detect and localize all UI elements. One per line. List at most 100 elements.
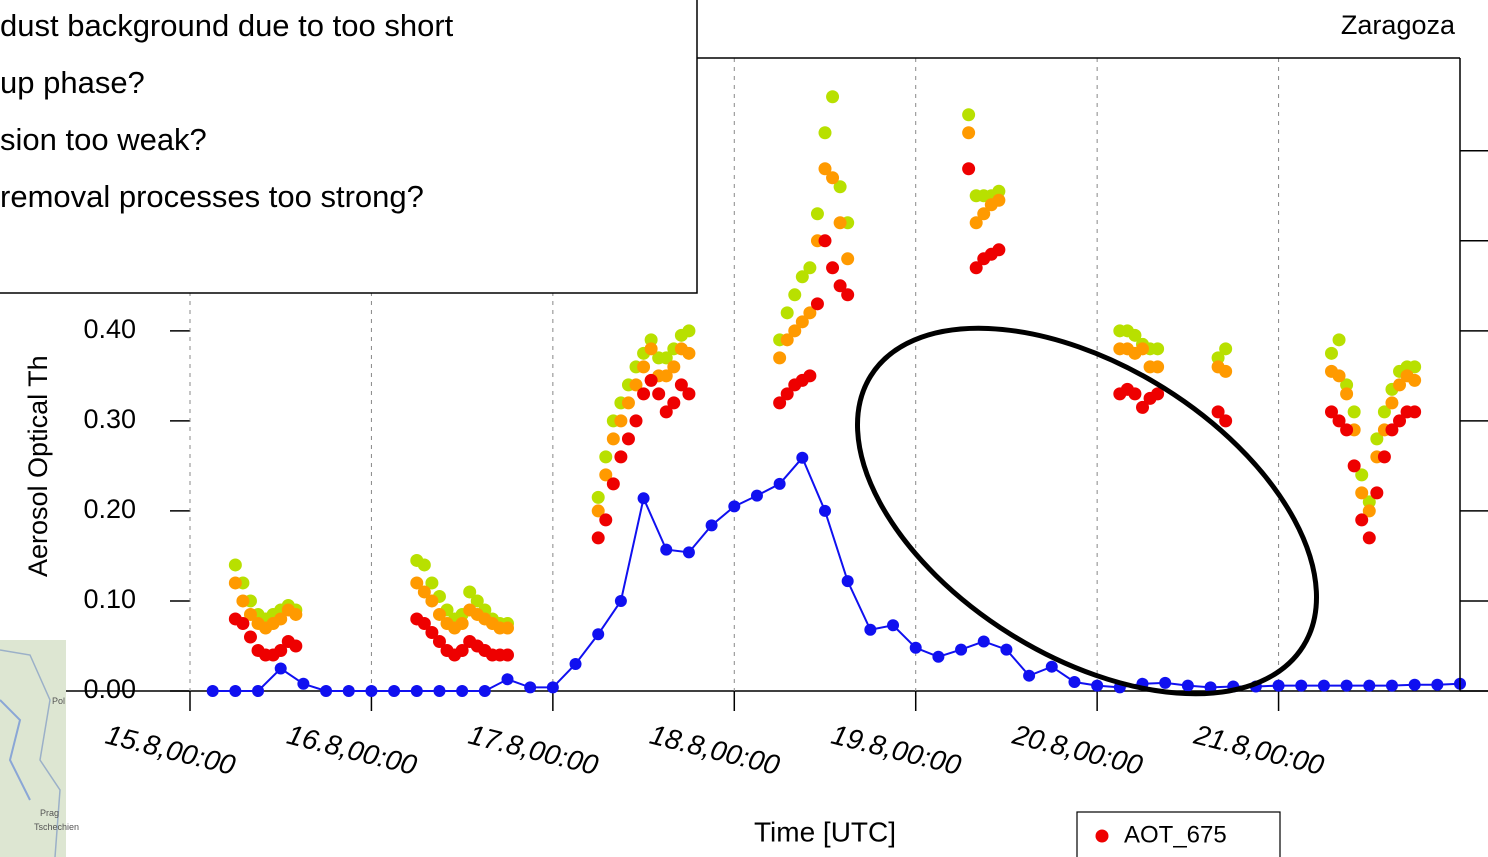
data-point <box>819 234 832 247</box>
data-point <box>1363 531 1376 544</box>
data-point <box>418 558 431 571</box>
y-tick-label: 0.30 <box>83 404 136 434</box>
data-point <box>1159 677 1171 689</box>
data-point <box>1333 333 1346 346</box>
data-point <box>645 374 658 387</box>
data-point <box>1431 679 1443 691</box>
data-point <box>652 387 665 400</box>
data-point <box>479 685 491 697</box>
data-point <box>570 658 582 670</box>
data-point <box>834 216 847 229</box>
data-point <box>1068 676 1080 688</box>
data-point <box>1219 342 1232 355</box>
data-point <box>645 342 658 355</box>
x-tick-label: 15.8,00:00 <box>103 719 239 781</box>
series-line <box>213 458 1460 691</box>
data-point <box>1355 486 1368 499</box>
data-point <box>592 531 605 544</box>
x-axis-label: Time [UTC] <box>754 816 896 847</box>
y-tick-label: 0.00 <box>83 674 136 704</box>
data-point <box>660 544 672 556</box>
data-point <box>1219 365 1232 378</box>
data-point <box>599 450 612 463</box>
data-point <box>638 492 650 504</box>
legend: AOT_675 <box>1077 812 1280 857</box>
data-point <box>1409 679 1421 691</box>
data-point <box>622 432 635 445</box>
data-point <box>501 648 514 661</box>
data-point <box>803 369 816 382</box>
data-point <box>887 619 899 631</box>
data-point <box>1386 680 1398 692</box>
data-point <box>207 685 219 697</box>
data-point <box>706 519 718 531</box>
data-point <box>607 477 620 490</box>
data-point <box>1355 513 1368 526</box>
data-point <box>1385 396 1398 409</box>
data-point <box>1136 342 1149 355</box>
data-point <box>826 261 839 274</box>
data-point <box>774 478 786 490</box>
x-tick-label: 16.8,00:00 <box>284 719 420 781</box>
data-point <box>682 387 695 400</box>
data-point <box>592 628 604 640</box>
data-point <box>343 685 355 697</box>
data-point <box>244 630 257 643</box>
data-point <box>1408 405 1421 418</box>
data-point <box>955 644 967 656</box>
data-point <box>978 635 990 647</box>
data-point <box>229 576 242 589</box>
data-point <box>1023 670 1035 682</box>
callout-text: removal processes too strong? <box>0 179 424 214</box>
data-point <box>682 347 695 360</box>
data-point <box>320 685 332 697</box>
data-point <box>728 500 740 512</box>
data-point <box>788 288 801 301</box>
data-point <box>1340 387 1353 400</box>
data-point <box>1273 680 1285 692</box>
data-point <box>365 685 377 697</box>
data-point <box>456 617 469 630</box>
data-point <box>425 594 438 607</box>
data-point <box>992 194 1005 207</box>
data-point <box>803 261 816 274</box>
data-point <box>773 351 786 364</box>
data-point <box>1341 680 1353 692</box>
data-point <box>781 306 794 319</box>
data-point <box>1340 423 1353 436</box>
data-point <box>1295 680 1307 692</box>
x-tick-label: 20.8,00:00 <box>1009 719 1146 781</box>
data-point <box>411 685 423 697</box>
data-point <box>826 171 839 184</box>
callout-text: dust background due to too short <box>0 8 454 43</box>
data-point <box>456 685 468 697</box>
data-point <box>1219 414 1232 427</box>
data-point <box>615 595 627 607</box>
data-point <box>682 324 695 337</box>
data-point <box>841 288 854 301</box>
data-point <box>1348 459 1361 472</box>
data-point <box>1378 450 1391 463</box>
legend-label: AOT_675 <box>1124 821 1227 848</box>
data-point <box>1151 360 1164 373</box>
map-label: Tschechien <box>34 822 79 832</box>
data-point <box>524 681 536 693</box>
data-point <box>962 162 975 175</box>
data-point <box>751 490 763 502</box>
data-point <box>289 639 302 652</box>
x-tick-label: 18.8,00:00 <box>647 719 783 781</box>
map-label: Prag <box>40 808 59 818</box>
x-tick-label: 17.8,00:00 <box>465 719 601 781</box>
data-point <box>1091 680 1103 692</box>
callout-text: sion too weak? <box>0 122 207 157</box>
data-point <box>667 360 680 373</box>
data-point <box>229 558 242 571</box>
data-point <box>796 452 808 464</box>
legend-marker <box>1096 830 1109 843</box>
page: PolPragTschechien 0.000.100.200.300.400.… <box>0 0 1488 857</box>
data-point <box>683 546 695 558</box>
data-point <box>289 608 302 621</box>
data-point <box>962 126 975 139</box>
data-point <box>1182 680 1194 692</box>
